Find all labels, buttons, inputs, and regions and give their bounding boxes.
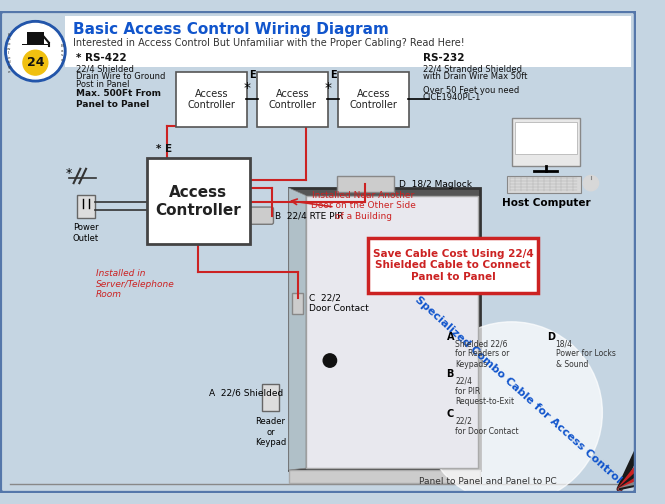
Text: D  18/2 Maglock: D 18/2 Maglock bbox=[399, 179, 471, 188]
Text: *: * bbox=[325, 81, 332, 95]
FancyBboxPatch shape bbox=[292, 293, 303, 314]
FancyBboxPatch shape bbox=[507, 175, 581, 193]
Text: 24: 24 bbox=[27, 56, 44, 69]
Text: C  22/2
Door Contact: C 22/2 Door Contact bbox=[309, 293, 368, 312]
Text: Drain Wire to Ground: Drain Wire to Ground bbox=[76, 72, 165, 81]
FancyBboxPatch shape bbox=[147, 158, 249, 244]
Text: Host Computer: Host Computer bbox=[501, 199, 591, 209]
FancyBboxPatch shape bbox=[257, 72, 328, 127]
Polygon shape bbox=[22, 43, 49, 45]
Text: Installed Near Another
Door on the Other Side
of a Building: Installed Near Another Door on the Other… bbox=[311, 191, 416, 221]
Text: CICE1940PL-1: CICE1940PL-1 bbox=[423, 93, 481, 102]
FancyBboxPatch shape bbox=[338, 72, 409, 127]
Circle shape bbox=[23, 50, 48, 75]
Text: Reader
or
Keypad: Reader or Keypad bbox=[255, 417, 286, 447]
Text: 18/4
Power for Locks
& Sound: 18/4 Power for Locks & Sound bbox=[555, 339, 615, 369]
Text: Access
Controller: Access Controller bbox=[156, 185, 241, 218]
Text: Save Cable Cost Using 22/4
Shielded Cable to Connect
Panel to Panel: Save Cable Cost Using 22/4 Shielded Cabl… bbox=[373, 249, 533, 282]
FancyBboxPatch shape bbox=[65, 16, 631, 68]
Text: *: * bbox=[66, 167, 72, 180]
Text: Panel to Panel and Panel to PC: Panel to Panel and Panel to PC bbox=[419, 477, 557, 486]
FancyBboxPatch shape bbox=[77, 195, 94, 218]
FancyBboxPatch shape bbox=[289, 188, 480, 470]
Text: Access
Controller: Access Controller bbox=[269, 89, 317, 110]
Text: * E: * E bbox=[156, 145, 172, 154]
Text: Shielded 22/6
for Readers or
Keypads: Shielded 22/6 for Readers or Keypads bbox=[455, 339, 509, 369]
FancyBboxPatch shape bbox=[511, 118, 581, 166]
Text: E: E bbox=[249, 71, 255, 80]
Text: Installed in
Server/Telephone
Room: Installed in Server/Telephone Room bbox=[96, 269, 174, 299]
Text: E: E bbox=[330, 71, 336, 80]
Text: K
n
o
w
l
e
d
g
e: K n o w l e d g e bbox=[7, 33, 10, 74]
Text: Interested in Access Control But Unfamiliar with the Proper Cabling? Read Here!: Interested in Access Control But Unfamil… bbox=[72, 38, 464, 47]
Text: *: * bbox=[243, 81, 251, 95]
Text: with Drain Wire Max 50ft: with Drain Wire Max 50ft bbox=[423, 72, 527, 81]
Text: Specialized Combo Cable for Access Control: Specialized Combo Cable for Access Contr… bbox=[413, 295, 623, 485]
FancyBboxPatch shape bbox=[368, 238, 539, 293]
Circle shape bbox=[421, 322, 602, 503]
Text: Over 50 Feet you need: Over 50 Feet you need bbox=[423, 86, 519, 95]
Text: * RS-422: * RS-422 bbox=[76, 53, 126, 63]
Text: A  22/6 Shielded: A 22/6 Shielded bbox=[209, 389, 284, 398]
Circle shape bbox=[8, 24, 63, 79]
Text: A: A bbox=[446, 332, 454, 342]
Text: 22/2
for Door Contact: 22/2 for Door Contact bbox=[455, 416, 519, 436]
FancyBboxPatch shape bbox=[289, 470, 480, 483]
Text: Post in Panel: Post in Panel bbox=[76, 80, 129, 89]
Text: 22/4
for PIR
Request-to-Exit: 22/4 for PIR Request-to-Exit bbox=[455, 376, 514, 406]
Circle shape bbox=[323, 354, 336, 367]
Text: D: D bbox=[547, 332, 555, 342]
Text: RS-232: RS-232 bbox=[423, 53, 464, 63]
Circle shape bbox=[583, 175, 598, 191]
Text: Access
Controller: Access Controller bbox=[350, 89, 398, 110]
Text: 22/4 Shielded: 22/4 Shielded bbox=[76, 65, 134, 74]
Polygon shape bbox=[289, 188, 306, 470]
Text: Power
Outlet: Power Outlet bbox=[73, 223, 99, 243]
Text: Max. 500Ft From
Panel to Panel: Max. 500Ft From Panel to Panel bbox=[76, 89, 160, 109]
Text: 22/4 Stranded Shielded: 22/4 Stranded Shielded bbox=[423, 65, 521, 74]
FancyBboxPatch shape bbox=[3, 14, 633, 490]
FancyBboxPatch shape bbox=[515, 122, 577, 154]
Circle shape bbox=[5, 21, 66, 82]
FancyBboxPatch shape bbox=[229, 207, 273, 224]
Text: B
a
s
e: B a s e bbox=[61, 44, 64, 62]
Text: C: C bbox=[446, 409, 454, 419]
Text: Access
Controller: Access Controller bbox=[188, 89, 235, 110]
Text: B: B bbox=[446, 369, 454, 379]
FancyBboxPatch shape bbox=[306, 196, 478, 468]
FancyBboxPatch shape bbox=[176, 72, 247, 127]
Text: Basic Access Control Wiring Diagram: Basic Access Control Wiring Diagram bbox=[72, 22, 388, 37]
FancyBboxPatch shape bbox=[336, 176, 394, 192]
FancyBboxPatch shape bbox=[27, 32, 44, 43]
Text: B  22/4 RTE PIR: B 22/4 RTE PIR bbox=[275, 211, 344, 220]
FancyBboxPatch shape bbox=[262, 384, 279, 411]
